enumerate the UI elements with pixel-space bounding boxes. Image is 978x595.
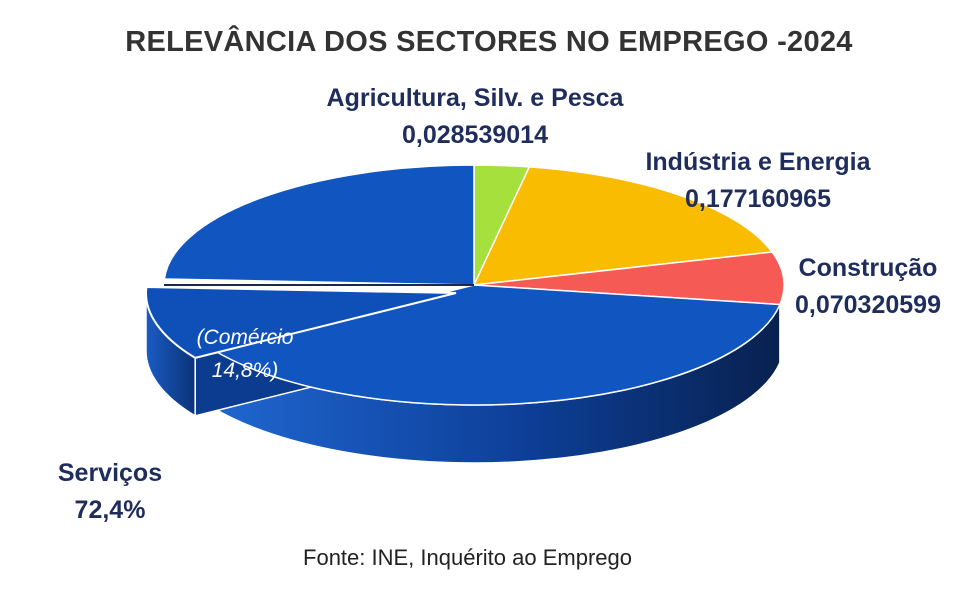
pie-slice-comercio <box>145 285 457 359</box>
label-construction-name: Construção <box>798 254 938 282</box>
label-services-value: 72,4% <box>74 496 146 524</box>
label-industry-value: 0,177160965 <box>685 185 831 213</box>
label-comercio-value: 14,8%) <box>211 359 279 382</box>
label-industry-name: Indústria e Energia <box>645 148 871 176</box>
label-industry: Indústria e Energia 0,177160965 <box>600 144 916 218</box>
label-agriculture-value: 0,028539014 <box>402 121 548 149</box>
label-construction: Construção 0,070320599 <box>768 250 968 324</box>
label-construction-value: 0,070320599 <box>795 291 941 319</box>
chart-source: Fonte: INE, Inquérito ao Emprego <box>303 545 632 570</box>
label-comercio: (Comércio 14,8%) <box>160 321 330 387</box>
label-services-name: Serviços <box>57 459 163 487</box>
label-services: Serviços 72,4% <box>30 455 190 529</box>
pie-slice-industry <box>472 166 774 286</box>
chart-title: RELEVÂNCIA DOS SECTORES NO EMPREGO -2024 <box>125 26 853 58</box>
pie-slice-construction <box>473 251 785 306</box>
label-comercio-name: (Comércio <box>196 326 294 349</box>
label-agriculture-name: Agricultura, Silv. e Pesca <box>326 84 624 112</box>
label-agriculture: Agricultura, Silv. e Pesca 0,028539014 <box>250 80 700 154</box>
pie-slice-services-1 <box>163 164 475 286</box>
